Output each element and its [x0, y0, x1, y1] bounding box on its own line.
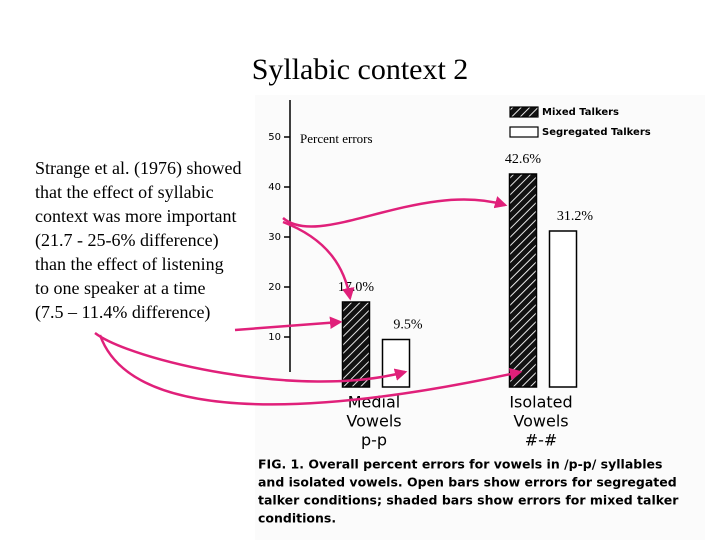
arrow: [234, 316, 343, 332]
arrow: [282, 196, 508, 228]
arrow: [98, 334, 523, 406]
body-line: that the effect of syllabic: [35, 182, 214, 202]
body-line: (7.5 – 11.4% difference): [35, 302, 210, 323]
body-line: to one speaker at a time: [35, 278, 205, 298]
bar: [508, 173, 538, 388]
slide-title: Syllabic context 2: [252, 53, 469, 86]
y-tick-label: 10: [268, 332, 281, 343]
bar: [548, 230, 578, 388]
figure-background: [255, 95, 705, 540]
body-line: context was more important: [35, 206, 236, 226]
value-label: 9.5%: [393, 318, 423, 333]
chart: Percent errors 10 20 30 40 50 Mixed Talkers 17.…: [255, 95, 705, 540]
figure-caption: conditions.: [258, 511, 336, 526]
y-axis-label: Percent errors: [300, 131, 373, 146]
figure-caption: talker conditions; shaded bars show erro…: [258, 493, 679, 508]
value-label: 31.2%: [557, 209, 594, 224]
figure-caption: and isolated vowels. Open bars show erro…: [258, 475, 677, 490]
legend-label: Mixed Talkers: [542, 107, 619, 118]
y-tick-label: 20: [268, 282, 281, 293]
body-text: Strange et al. (1976) showed that the eff…: [35, 158, 241, 323]
body-line: Strange et al. (1976) showed: [35, 158, 241, 179]
body-line: (21.7 - 25-6% difference): [35, 230, 219, 251]
x-tick-label: #-#: [525, 431, 558, 450]
legend-swatch: [509, 106, 539, 118]
arrow: [282, 220, 355, 301]
x-tick-label: Vowels: [346, 412, 401, 431]
bar: [381, 338, 411, 388]
arrows: [94, 196, 523, 406]
legend-swatch: [509, 126, 539, 138]
body-line: than the effect of listening: [35, 254, 224, 274]
figure-caption: FIG. 1. Overall percent errors for vowel…: [258, 457, 662, 472]
arrow: [94, 332, 408, 383]
x-tick-label: Isolated: [509, 393, 572, 412]
bar: [341, 301, 371, 388]
x-tick-label: p-p: [361, 431, 387, 450]
value-label: 17.0%: [338, 280, 375, 295]
y-tick-label: 50: [268, 132, 281, 143]
x-tick-label: Vowels: [513, 412, 568, 431]
value-label: 42.6%: [505, 152, 542, 167]
y-tick-label: 30: [268, 232, 281, 243]
legend-label: Segregated Talkers: [542, 127, 651, 138]
x-tick-label: Medial: [348, 393, 401, 412]
y-tick-label: 40: [268, 182, 281, 193]
